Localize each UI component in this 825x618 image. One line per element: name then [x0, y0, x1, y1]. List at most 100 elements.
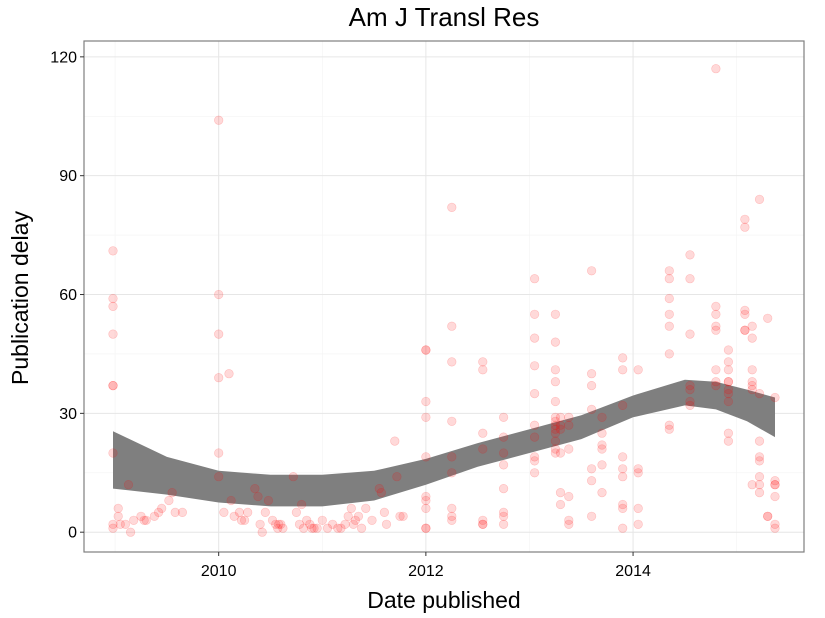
data-point [263, 495, 274, 506]
data-point [555, 499, 566, 510]
data-point [711, 325, 721, 335]
data-point [113, 511, 123, 521]
data-point [597, 488, 607, 498]
data-point [633, 468, 643, 478]
data-point [586, 266, 597, 276]
data-point [421, 503, 431, 514]
data-point [120, 519, 130, 529]
data-point [723, 365, 734, 375]
data-point [555, 424, 566, 434]
data-point [340, 519, 350, 529]
data-point [597, 440, 607, 450]
data-point [234, 507, 244, 518]
data-point [529, 333, 540, 343]
data-point [723, 357, 734, 367]
data-point [747, 381, 757, 391]
data-point [302, 515, 312, 525]
data-point [214, 373, 224, 383]
data-point [164, 495, 174, 506]
data-point [421, 412, 431, 422]
data-point [618, 452, 628, 462]
data-point [763, 313, 773, 323]
data-point [550, 444, 561, 454]
data-point [108, 381, 118, 391]
data-point [723, 345, 734, 355]
data-point [167, 488, 177, 498]
data-point [711, 381, 721, 391]
data-point [398, 511, 408, 521]
data-point [564, 491, 574, 502]
y-tick-label: 120 [50, 49, 77, 66]
data-point [618, 464, 628, 474]
data-point [586, 381, 597, 391]
data-point [723, 389, 734, 399]
data-point [555, 488, 566, 498]
data-point [343, 511, 353, 521]
data-point [754, 488, 765, 498]
data-point [115, 519, 125, 529]
data-point [740, 325, 750, 335]
data-point [317, 515, 327, 525]
data-point [478, 444, 488, 454]
data-point [597, 460, 607, 470]
data-point [392, 472, 402, 482]
data-point [108, 523, 118, 533]
data-point [555, 420, 566, 430]
data-point [499, 507, 509, 518]
data-point [633, 365, 643, 375]
data-point [267, 515, 278, 525]
data-point [421, 345, 431, 355]
y-tick-label: 0 [68, 525, 77, 542]
data-point [274, 519, 284, 529]
data-point [350, 515, 361, 525]
data-point [136, 511, 146, 521]
data-point [250, 484, 260, 494]
data-point [312, 523, 322, 533]
data-point [271, 519, 281, 529]
data-point [253, 491, 263, 502]
data-point [236, 515, 247, 525]
data-point [747, 321, 757, 331]
data-point [664, 424, 674, 434]
data-point [564, 420, 574, 430]
data-point [711, 377, 721, 387]
data-point [421, 523, 431, 533]
data-point [357, 523, 367, 533]
data-point [664, 274, 674, 284]
data-point [664, 321, 674, 331]
data-point [108, 381, 118, 391]
data-point [711, 64, 721, 74]
data-point [550, 309, 561, 319]
data-point [499, 519, 509, 529]
data-point [550, 436, 561, 446]
data-point [333, 523, 343, 533]
data-point [224, 369, 234, 379]
data-point [288, 472, 298, 482]
data-point [723, 428, 734, 438]
data-point [499, 448, 509, 458]
data-point [529, 361, 540, 371]
data-point [586, 464, 597, 474]
x-axis-title: Date published [367, 587, 520, 613]
x-tick-label: 2012 [408, 563, 444, 580]
data-point [108, 301, 118, 312]
data-point [108, 448, 118, 458]
data-point [747, 385, 757, 395]
data-point [664, 266, 674, 276]
data-point [664, 420, 674, 430]
data-point [555, 412, 566, 422]
data-point [618, 503, 628, 514]
data-point [214, 289, 224, 300]
data-point [618, 365, 628, 375]
data-point [478, 428, 488, 438]
data-point [586, 511, 597, 521]
data-point [447, 357, 457, 367]
data-point [309, 523, 319, 533]
data-point [229, 511, 239, 521]
data-point [336, 523, 346, 533]
data-point [294, 519, 305, 529]
data-point [353, 511, 364, 521]
data-point [664, 293, 674, 304]
data-point [754, 472, 765, 482]
data-point [586, 476, 597, 486]
